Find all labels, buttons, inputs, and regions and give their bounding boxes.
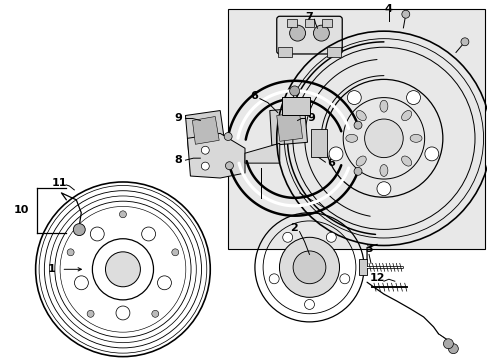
Text: 3: 3	[365, 244, 372, 255]
Circle shape	[460, 38, 468, 46]
Ellipse shape	[401, 111, 411, 121]
Ellipse shape	[345, 134, 357, 142]
Circle shape	[376, 182, 390, 195]
Circle shape	[364, 119, 403, 158]
Bar	[228, 9, 484, 249]
Text: 5: 5	[283, 104, 291, 113]
Text: 11: 11	[52, 178, 67, 188]
Polygon shape	[187, 133, 244, 178]
Ellipse shape	[355, 111, 366, 121]
Bar	[322, 19, 332, 27]
Bar	[277, 47, 291, 57]
Circle shape	[201, 146, 209, 154]
Circle shape	[105, 252, 140, 287]
Polygon shape	[244, 143, 279, 163]
Circle shape	[224, 132, 232, 140]
Circle shape	[328, 147, 342, 161]
Circle shape	[313, 25, 328, 41]
Circle shape	[116, 306, 130, 320]
Circle shape	[279, 237, 339, 297]
Text: 1: 1	[47, 264, 55, 274]
Circle shape	[171, 249, 179, 256]
Circle shape	[87, 310, 94, 317]
Text: 12: 12	[368, 273, 384, 283]
Circle shape	[269, 274, 279, 284]
Circle shape	[289, 25, 305, 41]
Circle shape	[325, 232, 336, 242]
Text: 4: 4	[384, 4, 392, 14]
Ellipse shape	[379, 100, 387, 112]
Polygon shape	[192, 117, 219, 144]
Circle shape	[292, 251, 325, 284]
Polygon shape	[269, 108, 307, 145]
Ellipse shape	[355, 156, 366, 166]
Polygon shape	[185, 111, 224, 150]
Bar	[282, 97, 309, 115]
Circle shape	[142, 227, 155, 241]
Text: 6: 6	[249, 91, 257, 101]
Text: 7: 7	[305, 12, 313, 22]
Circle shape	[151, 310, 159, 317]
Bar	[311, 129, 326, 157]
Text: 6: 6	[327, 158, 335, 168]
Circle shape	[157, 276, 171, 290]
Text: 2: 2	[289, 222, 297, 233]
Text: 9: 9	[174, 113, 182, 123]
Circle shape	[353, 167, 361, 175]
Text: 8: 8	[174, 155, 182, 165]
Circle shape	[282, 232, 292, 242]
Bar	[326, 47, 341, 57]
Circle shape	[401, 10, 409, 18]
Circle shape	[346, 91, 361, 104]
Circle shape	[90, 227, 104, 241]
Circle shape	[73, 224, 85, 235]
Ellipse shape	[379, 165, 387, 176]
Text: 9: 9	[307, 113, 315, 123]
Bar	[286, 19, 296, 27]
Polygon shape	[276, 113, 302, 141]
Circle shape	[406, 91, 420, 104]
Circle shape	[339, 274, 349, 284]
Ellipse shape	[409, 134, 421, 142]
Circle shape	[424, 147, 438, 161]
Circle shape	[443, 339, 452, 349]
Circle shape	[225, 162, 233, 170]
Circle shape	[353, 121, 361, 129]
Circle shape	[304, 300, 314, 309]
Circle shape	[201, 162, 209, 170]
FancyBboxPatch shape	[276, 16, 342, 54]
Circle shape	[74, 276, 88, 290]
Bar	[358, 260, 366, 275]
Circle shape	[447, 344, 457, 354]
Text: 10: 10	[14, 205, 29, 215]
Bar	[304, 19, 314, 27]
Circle shape	[289, 86, 299, 96]
Circle shape	[67, 249, 74, 256]
Ellipse shape	[401, 156, 411, 166]
Circle shape	[119, 211, 126, 218]
